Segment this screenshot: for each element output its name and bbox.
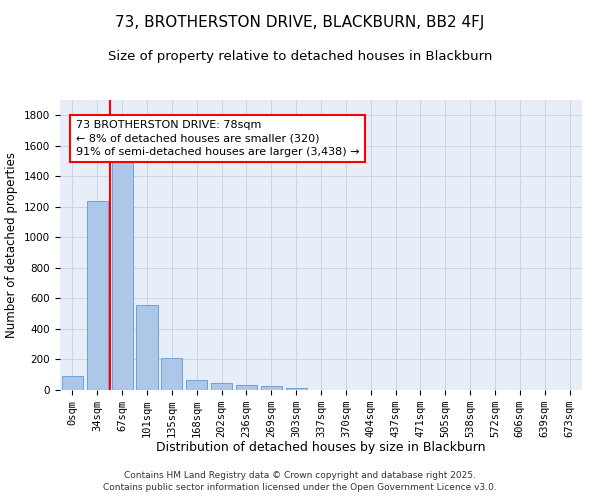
- Bar: [62, 376, 83, 390]
- Text: 73 BROTHERSTON DRIVE: 78sqm
← 8% of detached houses are smaller (320)
91% of sem: 73 BROTHERSTON DRIVE: 78sqm ← 8% of deta…: [76, 120, 359, 156]
- Bar: [236, 384, 257, 390]
- Y-axis label: Number of detached properties: Number of detached properties: [5, 152, 19, 338]
- Bar: [261, 386, 282, 390]
- Text: Contains HM Land Registry data © Crown copyright and database right 2025.
Contai: Contains HM Land Registry data © Crown c…: [103, 471, 497, 492]
- Text: 73, BROTHERSTON DRIVE, BLACKBURN, BB2 4FJ: 73, BROTHERSTON DRIVE, BLACKBURN, BB2 4F…: [115, 15, 485, 30]
- Text: Size of property relative to detached houses in Blackburn: Size of property relative to detached ho…: [108, 50, 492, 63]
- Bar: [136, 304, 158, 390]
- Bar: [87, 200, 108, 390]
- Bar: [112, 160, 133, 390]
- Bar: [211, 383, 232, 390]
- X-axis label: Distribution of detached houses by size in Blackburn: Distribution of detached houses by size …: [156, 442, 486, 454]
- Bar: [186, 380, 207, 390]
- Bar: [161, 358, 182, 390]
- Bar: [286, 388, 307, 390]
